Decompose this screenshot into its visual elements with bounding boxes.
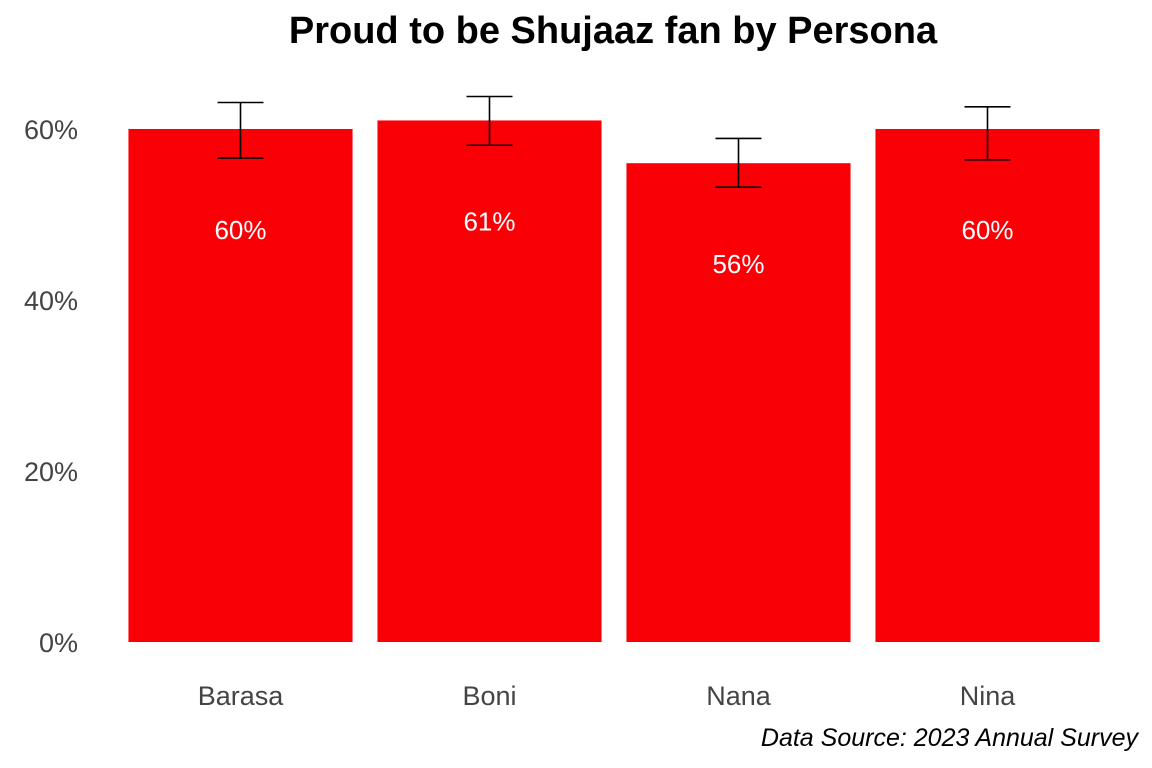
- y-tick-label-0: 0%: [39, 628, 78, 658]
- y-tick-label-40: 40%: [24, 286, 78, 316]
- bar-nina: [875, 129, 1100, 642]
- y-tick-label-20: 20%: [24, 457, 78, 487]
- x-tick-label-barasa: Barasa: [198, 681, 285, 711]
- x-axis: Barasa Boni Nana Nina: [198, 681, 1017, 711]
- bar-boni: [377, 120, 602, 642]
- data-label-nana: 56%: [712, 249, 764, 279]
- bars-layer: [128, 120, 1100, 642]
- x-tick-label-nana: Nana: [706, 681, 772, 711]
- y-tick-label-60: 60%: [24, 115, 78, 145]
- x-tick-label-boni: Boni: [462, 681, 516, 711]
- chart-title: Proud to be Shujaaz fan by Persona: [288, 10, 938, 52]
- error-bars-layer: [217, 95, 1011, 188]
- data-labels-layer: 60% 61% 56% 60%: [214, 206, 1013, 279]
- data-label-nina: 60%: [961, 215, 1013, 245]
- data-source-caption: Data Source: 2023 Annual Survey: [760, 724, 1138, 752]
- x-tick-label-nina: Nina: [960, 681, 1017, 711]
- data-label-barasa: 60%: [214, 215, 266, 245]
- bar-nana: [626, 163, 851, 642]
- bar-barasa: [128, 129, 353, 642]
- data-label-boni: 61%: [463, 206, 515, 236]
- y-axis: 0% 20% 40% 60%: [24, 115, 78, 658]
